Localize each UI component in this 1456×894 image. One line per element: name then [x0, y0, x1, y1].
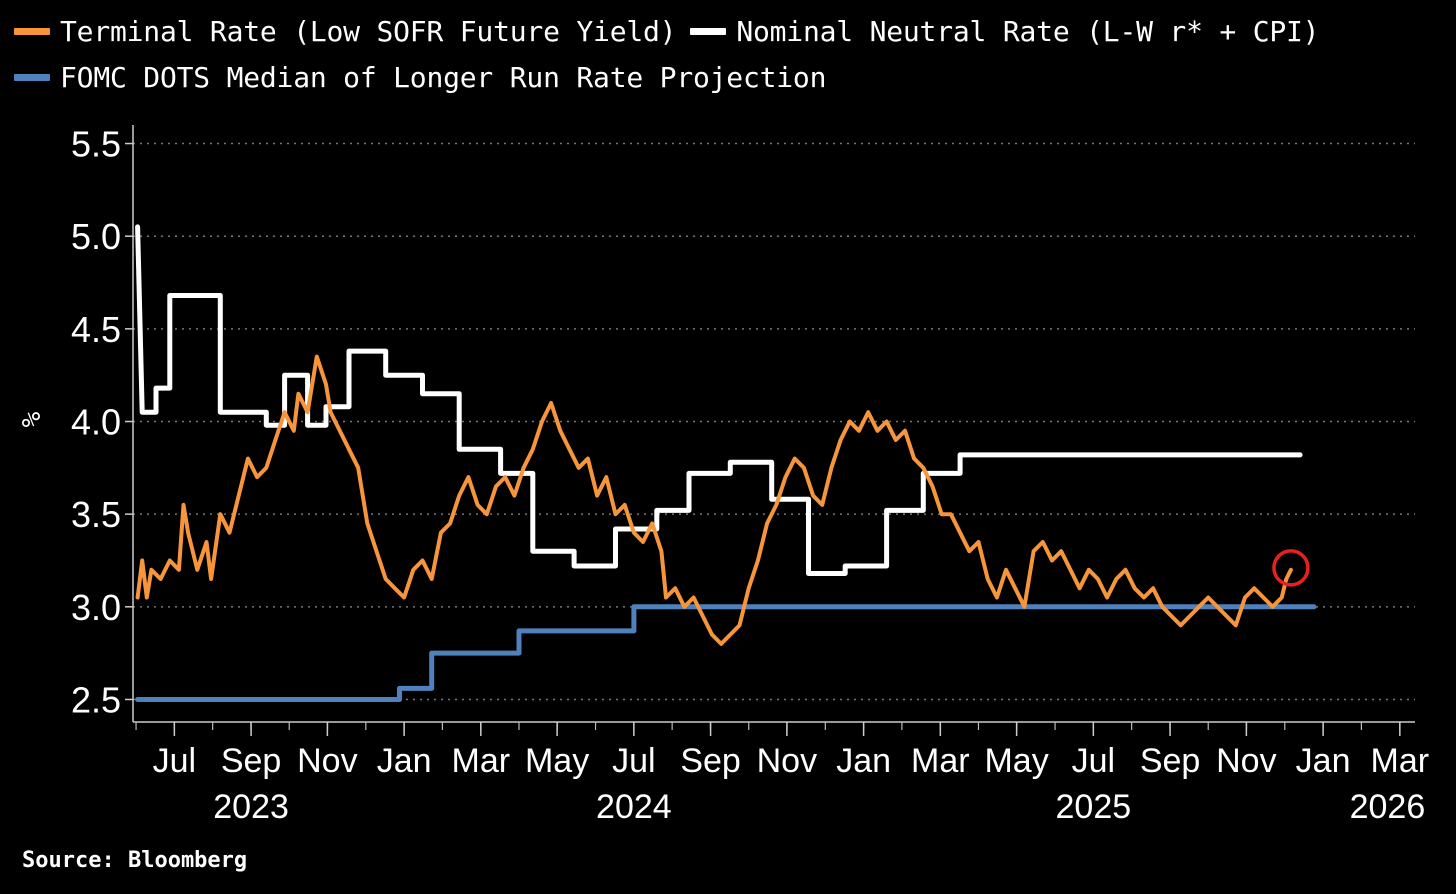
terminal-rate-line [135, 354, 1293, 646]
y-tick-label: 3.5 [71, 494, 121, 535]
neutral-rate-line [135, 224, 1303, 576]
x-tick-label: Jan [377, 742, 432, 780]
x-tick-label: Nov [757, 742, 817, 780]
legend-label-neutral-rate: Nominal Neutral Rate (L-W r* + CPI) [736, 14, 1320, 48]
legend-swatch-orange [14, 27, 50, 35]
x-year-label: 2025 [1056, 788, 1132, 826]
y-tick-label: 5.0 [71, 216, 121, 257]
x-tick-label: Mar [452, 742, 511, 780]
legend-swatch-blue [14, 73, 50, 81]
highlight-circle [1272, 549, 1310, 587]
x-year-label: 2026 [1350, 788, 1426, 826]
x-year-label: 2024 [596, 788, 672, 826]
legend-label-terminal-rate: Terminal Rate (Low SOFR Future Yield) [60, 14, 677, 48]
y-axis-label: % [17, 411, 47, 427]
x-tick-label: May [525, 742, 589, 780]
x-tick-label: Jul [612, 742, 655, 780]
x-tick-label: Sep [1140, 742, 1201, 780]
y-tick-label: 2.5 [71, 679, 121, 720]
x-tick-label: Nov [297, 742, 357, 780]
x-tick-label: Mar [911, 742, 970, 780]
x-tick-label: Sep [221, 742, 282, 780]
x-tick-label: Sep [680, 742, 741, 780]
legend-swatch-white [690, 27, 727, 35]
x-tick-label: Nov [1216, 742, 1276, 780]
source-note: Source: Bloomberg [22, 848, 248, 873]
y-tick-label: 3.0 [71, 587, 121, 628]
legend-item-terminal-rate: Terminal Rate (Low SOFR Future Yield) [14, 14, 677, 48]
y-tick-label: 4.5 [71, 309, 121, 350]
legend-item-fomc-dots: FOMC DOTS Median of Longer Run Rate Proj… [14, 61, 826, 94]
legend-item-neutral-rate: Nominal Neutral Rate (L-W r* + CPI) [690, 14, 1320, 48]
legend-row-2: FOMC DOTS Median of Longer Run Rate Proj… [14, 54, 1434, 100]
x-tick-label: Jan [1296, 742, 1351, 780]
legend-label-fomc-dots: FOMC DOTS Median of Longer Run Rate Proj… [60, 60, 827, 94]
x-tick-label: Jul [153, 742, 196, 780]
x-tick-label: Mar [1371, 742, 1430, 780]
x-tick-label: Jan [836, 742, 891, 780]
legend-row-1: Terminal Rate (Low SOFR Future Yield) No… [14, 8, 1434, 54]
fomc-dots-line [135, 604, 1317, 702]
legend: Terminal Rate (Low SOFR Future Yield) No… [14, 8, 1434, 100]
x-tick-label: May [984, 742, 1048, 780]
x-year-label: 2023 [213, 788, 289, 826]
y-tick-label: 4.0 [71, 402, 121, 443]
x-tick-label: Jul [1072, 742, 1115, 780]
y-tick-label: 5.5 [71, 124, 121, 165]
